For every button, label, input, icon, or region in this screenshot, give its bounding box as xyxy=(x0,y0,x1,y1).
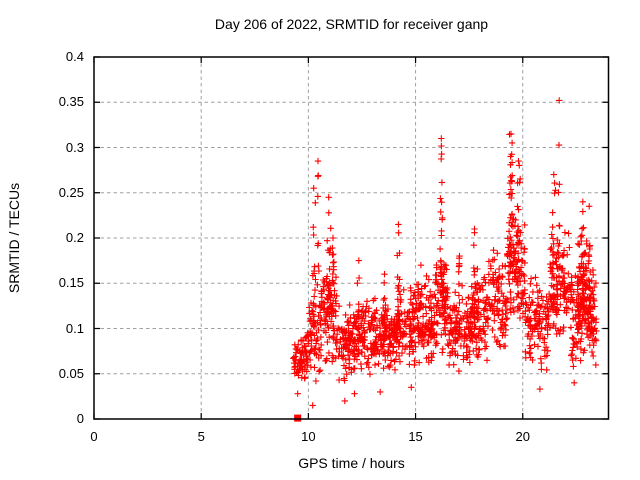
x-axis-label: GPS time / hours xyxy=(298,455,405,471)
x-tick-label: 5 xyxy=(197,429,205,444)
x-tick-label: 0 xyxy=(90,429,98,444)
y-tick-label: 0.05 xyxy=(58,365,84,381)
y-tick-label: 0.1 xyxy=(65,320,84,336)
y-tick-label: 0.35 xyxy=(58,94,84,110)
tick-marks xyxy=(93,56,609,420)
y-tick-label: 0 xyxy=(76,411,84,426)
square-marker xyxy=(294,414,302,422)
y-tick-label: 0.4 xyxy=(65,49,84,64)
y-tick-label: 0.3 xyxy=(65,139,84,155)
x-tick-label: 10 xyxy=(301,429,316,444)
x-tick-label: 20 xyxy=(515,429,530,444)
scatter-points xyxy=(290,97,600,409)
y-tick-label: 0.25 xyxy=(58,184,84,200)
chart-title: Day 206 of 2022, SRMTID for receiver gan… xyxy=(214,16,489,32)
y-tick-label: 0.2 xyxy=(65,230,84,245)
grid-lines xyxy=(94,57,609,419)
x-tick-label: 15 xyxy=(408,429,423,444)
y-tick-label: 0.15 xyxy=(58,275,84,291)
